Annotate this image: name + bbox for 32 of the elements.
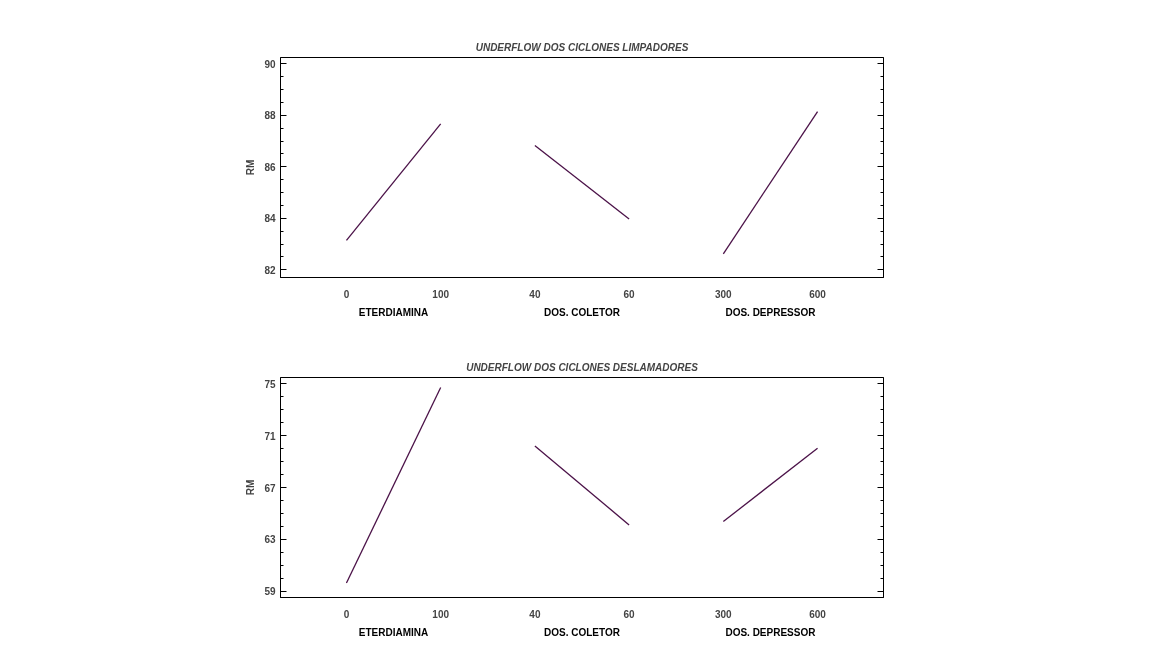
y-axis-title: RM <box>245 159 257 176</box>
y-tick-label: 90 <box>264 58 276 70</box>
y-tick-label: 84 <box>264 213 276 225</box>
x-tick-label: 100 <box>432 608 450 620</box>
text: DOS. DEPRESSOR <box>725 626 817 638</box>
x-tick-label: 0 <box>343 608 350 620</box>
y-tick-label: 82 <box>264 264 276 276</box>
x-tick-label: 60 <box>623 608 636 620</box>
text: DOS. COLETOR <box>544 626 621 638</box>
y-tick-label: 63 <box>264 534 276 546</box>
y-tick-label: 75 <box>264 378 276 390</box>
x-tick-label: 100 <box>432 288 450 300</box>
x-tick-label: 600 <box>809 608 827 620</box>
x-tick-label: 300 <box>714 608 733 620</box>
y-axis-title: RM <box>245 479 257 496</box>
y-tick-label: 67 <box>264 482 276 494</box>
chart-title: UNDERFLOW DOS CICLONES DESLAMADORES <box>466 361 699 373</box>
text: ETERDIAMINA <box>358 306 429 318</box>
x-tick-label: 40 <box>529 288 541 300</box>
x-tick-label: 60 <box>623 288 636 300</box>
y-tick-label: 71 <box>264 430 276 442</box>
text: DOS. DEPRESSOR <box>725 306 817 318</box>
chart-title: UNDERFLOW DOS CICLONES LIMPADORES <box>475 41 689 53</box>
x-tick-label: 600 <box>809 288 827 300</box>
y-tick-label: 86 <box>264 161 276 173</box>
x-tick-label: 0 <box>343 288 350 300</box>
text: ETERDIAMINA <box>358 626 429 638</box>
y-tick-label: 88 <box>264 110 276 122</box>
x-tick-label: 300 <box>714 288 733 300</box>
x-tick-label: 40 <box>529 608 541 620</box>
text: DOS. COLETOR <box>544 306 621 318</box>
y-tick-label: 59 <box>264 586 276 598</box>
